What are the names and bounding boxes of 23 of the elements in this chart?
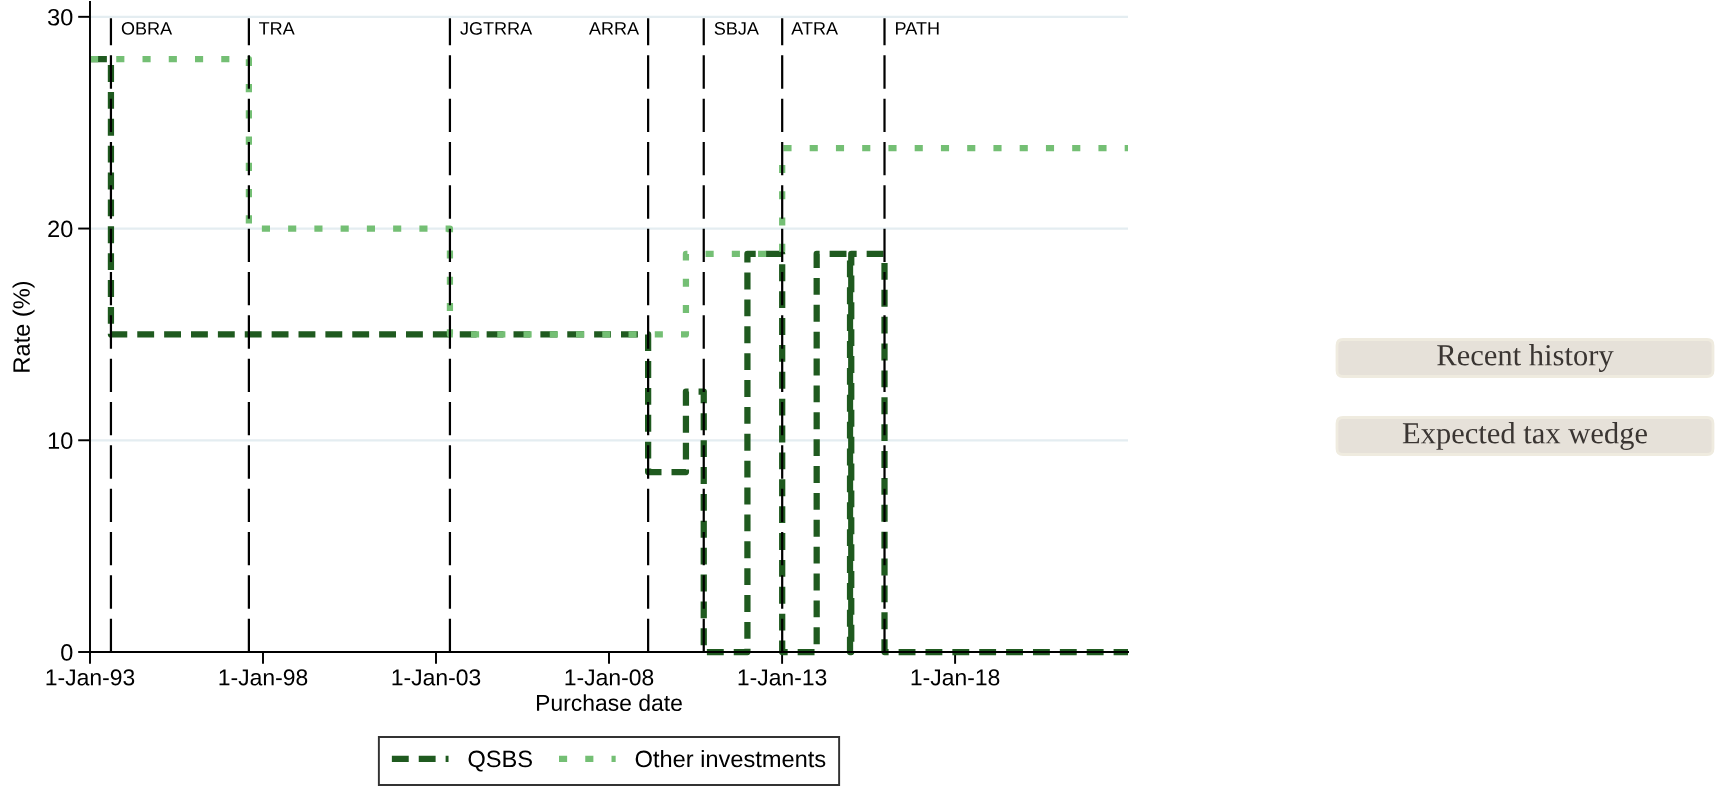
text: Recent history	[1437, 344, 1614, 372]
y-tick-label: 0	[61, 644, 73, 661]
y-tick-label: 20	[48, 220, 73, 238]
ref-line-label: ATRA	[791, 22, 839, 35]
x-axis-title: Purchase date	[536, 694, 682, 712]
ref-line-label: OBRA	[121, 22, 173, 35]
x-tick-label: 1-Jan-93	[46, 669, 135, 686]
ref-line-label: SBJA	[714, 22, 759, 35]
y-axis-title: Rate (%)	[12, 281, 35, 372]
y-tick-label: 30	[47, 8, 73, 26]
x-tick-label: 1-Jan-98	[219, 669, 308, 686]
text: Expected tax wedge	[1402, 422, 1647, 450]
x-tick-label: 1-Jan-03	[392, 669, 481, 686]
ref-line-label: ARRA	[588, 22, 640, 35]
y-tick-label: 10	[48, 432, 73, 450]
legend-label: QSBS	[468, 750, 532, 772]
x-tick-label: 1-Jan-08	[565, 669, 654, 686]
x-tick-label: 1-Jan-13	[738, 669, 827, 686]
legend-label: Other investments	[635, 749, 826, 768]
ref-line-label: JGTRRA	[460, 22, 533, 35]
ref-line-label: TRA	[259, 22, 295, 35]
ref-line-label: PATH	[896, 22, 939, 35]
x-tick-label: 1-Jan-18	[911, 669, 1000, 686]
